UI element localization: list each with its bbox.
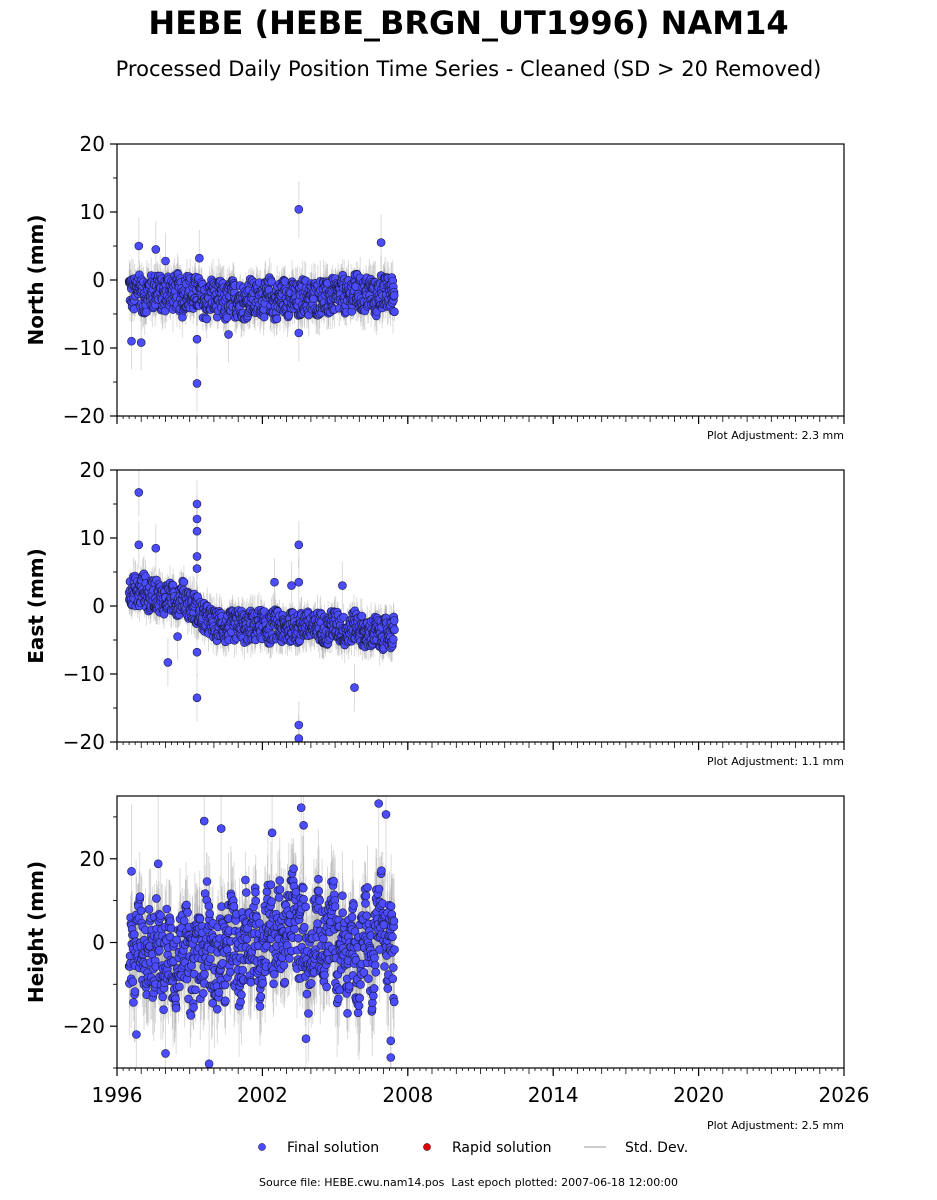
data-point: [287, 581, 296, 590]
data-point: [151, 245, 161, 254]
data-point: [166, 923, 176, 933]
data-point: [166, 916, 175, 926]
data-point: [192, 647, 202, 657]
data-point: [179, 577, 189, 587]
data-point: [162, 904, 171, 914]
data-point: [135, 892, 145, 902]
panel-east: −20 −10 0 10 20 East (mm) Plot Adjustment: 1.1…: [24, 458, 845, 768]
panel-north: −20 −10 0 10 20 North (mm) Plot Adjustment: 2.…: [24, 132, 845, 442]
data-layer: [124, 796, 399, 1068]
y-tick-label: −10: [63, 662, 105, 686]
data-point: [192, 334, 202, 344]
data-point: [224, 330, 233, 339]
data-point: [195, 253, 204, 263]
data-point: [272, 314, 282, 324]
data-point: [134, 241, 144, 251]
data-point: [144, 904, 154, 914]
y-tick-label: −10: [63, 336, 105, 360]
data-point: [388, 634, 398, 644]
data-point: [192, 564, 202, 573]
data-point: [294, 734, 304, 742]
data-point: [134, 540, 144, 550]
data-point: [128, 977, 138, 987]
data-point: [294, 328, 304, 338]
data-point: [192, 379, 202, 388]
plot-adjustment-label: Plot Adjustment: 1.1 mm: [707, 755, 844, 768]
plot-adjustment-label: Plot Adjustment: 2.3 mm: [707, 429, 844, 442]
data-point: [390, 307, 399, 317]
data-point: [189, 1003, 198, 1012]
chart-subtitle: Processed Daily Position Time Series - C…: [115, 57, 822, 81]
data-point: [156, 911, 165, 920]
data-point: [155, 946, 164, 955]
axes-frame: [116, 143, 845, 417]
data-point: [350, 683, 359, 692]
y-tick-label: 20: [80, 458, 105, 482]
data-point: [136, 906, 146, 916]
data-point: [142, 307, 151, 317]
data-point: [259, 312, 269, 322]
data-point: [173, 632, 182, 641]
y-tick-label: 10: [80, 200, 105, 224]
data-point: [163, 658, 173, 667]
data-point: [192, 693, 202, 703]
data-point: [267, 277, 276, 287]
y-axis-label: East (mm): [24, 548, 48, 664]
data-point: [294, 720, 304, 730]
data-point: [183, 908, 192, 917]
data-point: [129, 998, 138, 1007]
y-tick-label: −20: [63, 730, 105, 754]
y-tick-label: 0: [92, 268, 105, 292]
y-axis-label: North (mm): [24, 214, 48, 345]
data-point: [294, 577, 304, 587]
data-point: [192, 514, 202, 524]
data-point: [389, 291, 399, 300]
data-point: [357, 611, 367, 621]
data-point: [130, 987, 140, 996]
data-point: [390, 625, 399, 635]
data-point: [130, 930, 139, 939]
data-point: [192, 526, 202, 536]
data-point: [158, 992, 167, 1002]
data-point: [338, 581, 347, 590]
data-point: [192, 499, 202, 509]
data-layer: [124, 470, 399, 742]
data-point: [376, 238, 386, 247]
y-tick-label: 0: [92, 594, 105, 618]
data-point: [171, 1003, 181, 1013]
data-point: [152, 894, 161, 903]
data-point: [161, 256, 170, 266]
data-point: [175, 982, 184, 992]
data-point: [151, 543, 161, 553]
y-tick-label: 20: [80, 132, 105, 156]
data-point: [172, 935, 181, 945]
data-point: [186, 1011, 196, 1020]
axes-frame: [116, 469, 845, 743]
chart-title: HEBE (HEBE_BRGN_UT1996) NAM14: [148, 4, 789, 42]
data-point: [270, 577, 279, 587]
data-point: [202, 314, 211, 324]
data-point: [294, 540, 304, 550]
data-point: [159, 1005, 168, 1015]
data-point: [179, 916, 189, 926]
data-point: [134, 488, 144, 497]
data-point: [389, 616, 399, 625]
data-point: [182, 900, 191, 910]
data-point: [294, 205, 304, 214]
data-layer: [124, 181, 399, 412]
data-point: [136, 338, 146, 347]
data-point: [222, 313, 232, 323]
data-point: [192, 552, 202, 561]
y-tick-label: −20: [63, 404, 105, 428]
y-tick-label: 10: [80, 526, 105, 550]
data-point: [127, 336, 136, 346]
